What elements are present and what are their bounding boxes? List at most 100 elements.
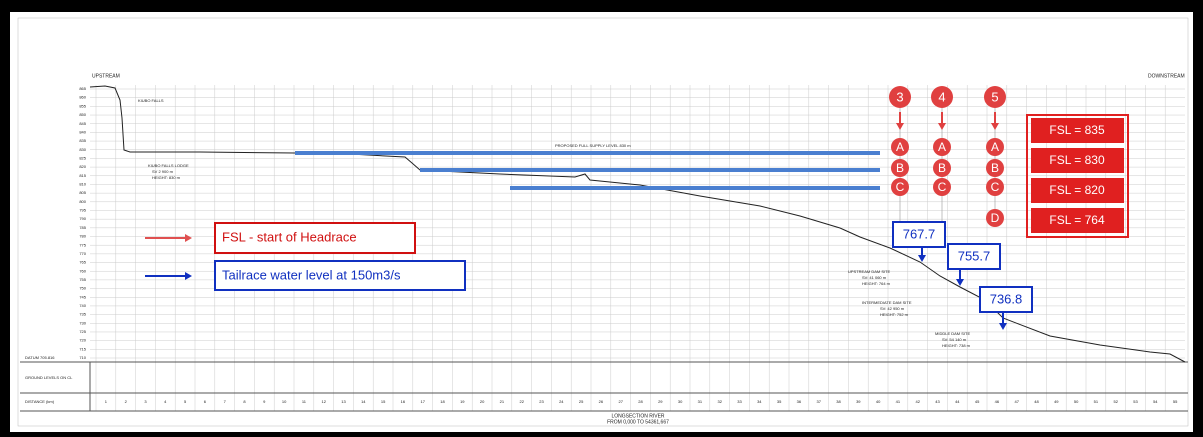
- y-label: 820: [79, 164, 86, 169]
- distance-label: 17: [420, 399, 425, 404]
- site-marker: [889, 86, 911, 108]
- fsl-text: FSL = 820: [1049, 183, 1105, 197]
- distance-label: 2: [125, 399, 128, 404]
- annotation: KIUBO FALLS: [138, 98, 164, 103]
- row-label: DISTANCE (km): [25, 399, 55, 404]
- annotation: SV: 41 060 m: [862, 275, 887, 280]
- callout-text: 736.8: [990, 291, 1023, 306]
- distance-label: 19: [460, 399, 465, 404]
- distance-label: 32: [717, 399, 722, 404]
- annotation: UPSTREAM DAM SITE: [848, 269, 891, 274]
- y-label: 860: [79, 95, 86, 100]
- distance-label: 44: [955, 399, 960, 404]
- annotation: HEIGHT: 764 m: [862, 281, 891, 286]
- legend-arrow: [185, 272, 192, 280]
- distance-label: 1: [105, 399, 108, 404]
- y-label: 750: [79, 286, 86, 291]
- legend-box: [214, 260, 466, 291]
- fsl-box: [1031, 148, 1124, 173]
- legend-box: [214, 222, 416, 254]
- distance-label: 30: [678, 399, 683, 404]
- site-marker: [931, 86, 953, 108]
- frame: [17, 17, 1189, 427]
- annotation: SV: 54 140 m: [942, 337, 967, 342]
- option-marker: [933, 138, 951, 156]
- distance-label: 36: [797, 399, 802, 404]
- callouts: 767.7 755.7 736.8: [892, 221, 1033, 330]
- option-letter: B: [991, 161, 999, 175]
- callout-box: [979, 286, 1033, 313]
- y-label: 710: [79, 355, 86, 360]
- distance-label: 38: [836, 399, 841, 404]
- fsl-text: FSL = 830: [1049, 153, 1105, 167]
- y-label: 810: [79, 182, 86, 187]
- option-marker: [986, 178, 1004, 196]
- y-label: 765: [79, 260, 86, 265]
- annotation: PROPOSED FULL SUPPLY LEVEL 830 m: [555, 143, 631, 148]
- distance-label: 31: [698, 399, 703, 404]
- annotation: SV 2 900 m: [152, 169, 174, 174]
- y-label: 790: [79, 216, 86, 221]
- distance-label: 9: [263, 399, 266, 404]
- distance-label: 5: [184, 399, 187, 404]
- distance-label: 16: [401, 399, 406, 404]
- callout-arrow: [999, 323, 1007, 330]
- option-letter: C: [938, 180, 947, 194]
- site-marker: [984, 86, 1006, 108]
- distance-label: 45: [975, 399, 980, 404]
- distance-label: 8: [243, 399, 246, 404]
- y-label: 725: [79, 329, 86, 334]
- option-letter: C: [896, 180, 905, 194]
- distance-label: 35: [777, 399, 782, 404]
- y-label: 715: [79, 346, 86, 351]
- annotation: HEIGHT: 830 m: [152, 175, 181, 180]
- site-number: 3: [896, 89, 903, 104]
- site-arrow: [896, 123, 904, 130]
- footer-title: LONGSECTION RIVER: [611, 413, 664, 419]
- option-marker: [986, 159, 1004, 177]
- option-letter: A: [896, 140, 904, 154]
- y-label: 835: [79, 138, 86, 143]
- site-arrow: [991, 123, 999, 130]
- label: DOWNSTREAM: [1148, 73, 1185, 79]
- option-marker: [891, 159, 909, 177]
- annotation: DATUM 705.816: [25, 355, 55, 360]
- site-number: 5: [991, 89, 998, 104]
- option-letter: A: [938, 140, 946, 154]
- callout-arrow: [956, 279, 964, 286]
- option-letter: B: [896, 161, 904, 175]
- fsl-box: [1031, 118, 1124, 143]
- site-number: 4: [938, 89, 945, 104]
- distance-label: 14: [361, 399, 366, 404]
- distance-label: 37: [816, 399, 821, 404]
- distance-label: 20: [480, 399, 485, 404]
- y-label: 825: [79, 155, 86, 160]
- annotation: KIUBO FALLS LODGE: [148, 163, 189, 168]
- distance-label: 41: [896, 399, 901, 404]
- y-label: 720: [79, 338, 86, 343]
- fsl-text: FSL = 764: [1049, 213, 1105, 227]
- distance-label: 28: [638, 399, 643, 404]
- distance-label: 40: [876, 399, 881, 404]
- legend-text: FSL - start of Headrace: [222, 229, 357, 244]
- distance-label: 25: [579, 399, 584, 404]
- callout-arrow: [918, 255, 926, 262]
- distance-label: 12: [321, 399, 326, 404]
- distance-label: 10: [282, 399, 287, 404]
- distance-label: 46: [995, 399, 1000, 404]
- distance-label: 54: [1153, 399, 1158, 404]
- y-label: 785: [79, 225, 86, 230]
- distance-label: 24: [559, 399, 564, 404]
- option-marker: [986, 209, 1004, 227]
- option-marker: [933, 159, 951, 177]
- sheet: [10, 12, 1193, 432]
- distance-label: 6: [204, 399, 207, 404]
- y-label: 745: [79, 294, 86, 299]
- distance-label: 39: [856, 399, 861, 404]
- distance-label: 48: [1034, 399, 1039, 404]
- annotation: HEIGHT: 738 m: [942, 343, 971, 348]
- option-letter: D: [991, 211, 1000, 225]
- distance-label: 53: [1133, 399, 1138, 404]
- y-label: 780: [79, 234, 86, 239]
- distance-label: 23: [539, 399, 544, 404]
